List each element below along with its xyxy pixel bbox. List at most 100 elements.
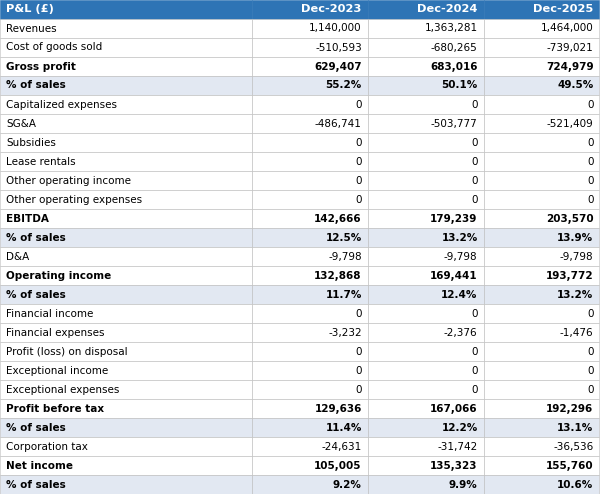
Text: 142,666: 142,666 bbox=[314, 213, 362, 223]
Text: % of sales: % of sales bbox=[6, 480, 66, 490]
Bar bbox=[368, 19, 484, 38]
Bar bbox=[484, 323, 599, 342]
Bar bbox=[484, 133, 599, 152]
Bar bbox=[0, 285, 252, 304]
Bar bbox=[368, 95, 484, 114]
Bar bbox=[0, 418, 252, 437]
Text: 192,296: 192,296 bbox=[546, 404, 593, 413]
Bar bbox=[484, 266, 599, 285]
Bar bbox=[484, 228, 599, 247]
Bar bbox=[252, 228, 368, 247]
Bar bbox=[484, 399, 599, 418]
Text: 0: 0 bbox=[587, 346, 593, 357]
Text: SG&A: SG&A bbox=[6, 119, 36, 128]
Bar bbox=[0, 57, 252, 76]
Text: 0: 0 bbox=[587, 384, 593, 395]
Text: 0: 0 bbox=[587, 175, 593, 186]
Text: 10.6%: 10.6% bbox=[557, 480, 593, 490]
Text: 1,140,000: 1,140,000 bbox=[309, 24, 362, 34]
Text: 0: 0 bbox=[355, 346, 362, 357]
Text: Financial income: Financial income bbox=[6, 308, 94, 319]
Bar bbox=[252, 19, 368, 38]
Bar bbox=[0, 190, 252, 209]
Text: 1,363,281: 1,363,281 bbox=[424, 24, 478, 34]
Text: % of sales: % of sales bbox=[6, 289, 66, 299]
Text: Net income: Net income bbox=[6, 460, 73, 470]
Bar bbox=[0, 437, 252, 456]
Bar bbox=[484, 437, 599, 456]
Text: 0: 0 bbox=[355, 99, 362, 110]
Text: -2,376: -2,376 bbox=[444, 328, 478, 337]
Bar bbox=[252, 304, 368, 323]
Bar bbox=[368, 228, 484, 247]
Bar bbox=[0, 171, 252, 190]
Text: 13.1%: 13.1% bbox=[557, 422, 593, 433]
Bar bbox=[484, 418, 599, 437]
Bar bbox=[368, 190, 484, 209]
Text: -36,536: -36,536 bbox=[553, 442, 593, 452]
Bar bbox=[252, 418, 368, 437]
Bar bbox=[368, 266, 484, 285]
Text: -521,409: -521,409 bbox=[547, 119, 593, 128]
Text: Dec-2023: Dec-2023 bbox=[301, 4, 362, 14]
Text: 0: 0 bbox=[471, 384, 478, 395]
Text: D&A: D&A bbox=[6, 251, 29, 261]
Text: 55.2%: 55.2% bbox=[326, 81, 362, 90]
Bar bbox=[484, 38, 599, 57]
Text: -739,021: -739,021 bbox=[547, 42, 593, 52]
Text: 0: 0 bbox=[471, 99, 478, 110]
Text: 0: 0 bbox=[355, 384, 362, 395]
Text: 13.2%: 13.2% bbox=[442, 233, 478, 243]
Bar bbox=[368, 437, 484, 456]
Text: 203,570: 203,570 bbox=[546, 213, 593, 223]
Text: 105,005: 105,005 bbox=[314, 460, 362, 470]
Text: 0: 0 bbox=[355, 157, 362, 166]
Bar bbox=[484, 475, 599, 494]
Bar bbox=[0, 76, 252, 95]
Bar bbox=[368, 304, 484, 323]
Text: 0: 0 bbox=[587, 308, 593, 319]
Text: 0: 0 bbox=[587, 195, 593, 205]
Bar bbox=[484, 57, 599, 76]
Text: % of sales: % of sales bbox=[6, 233, 66, 243]
Bar bbox=[252, 475, 368, 494]
Bar bbox=[0, 209, 252, 228]
Bar bbox=[484, 19, 599, 38]
Bar bbox=[368, 361, 484, 380]
Bar bbox=[0, 247, 252, 266]
Text: 0: 0 bbox=[471, 137, 478, 148]
Text: 11.4%: 11.4% bbox=[325, 422, 362, 433]
Text: Operating income: Operating income bbox=[6, 271, 111, 281]
Text: 0: 0 bbox=[471, 366, 478, 375]
Text: -486,741: -486,741 bbox=[315, 119, 362, 128]
Text: Other operating expenses: Other operating expenses bbox=[6, 195, 142, 205]
Bar bbox=[484, 0, 599, 19]
Text: 0: 0 bbox=[355, 195, 362, 205]
Text: Lease rentals: Lease rentals bbox=[6, 157, 76, 166]
Text: Capitalized expenses: Capitalized expenses bbox=[6, 99, 117, 110]
Text: 0: 0 bbox=[471, 175, 478, 186]
Bar bbox=[252, 285, 368, 304]
Bar bbox=[0, 114, 252, 133]
Bar bbox=[252, 266, 368, 285]
Bar bbox=[368, 418, 484, 437]
Text: Other operating income: Other operating income bbox=[6, 175, 131, 186]
Bar bbox=[0, 95, 252, 114]
Text: 179,239: 179,239 bbox=[430, 213, 478, 223]
Text: 683,016: 683,016 bbox=[430, 61, 478, 72]
Text: -24,631: -24,631 bbox=[322, 442, 362, 452]
Bar bbox=[484, 95, 599, 114]
Bar bbox=[484, 76, 599, 95]
Bar bbox=[368, 456, 484, 475]
Text: 1,464,000: 1,464,000 bbox=[541, 24, 593, 34]
Bar bbox=[0, 304, 252, 323]
Text: 0: 0 bbox=[587, 137, 593, 148]
Bar bbox=[252, 114, 368, 133]
Bar bbox=[0, 266, 252, 285]
Text: 0: 0 bbox=[471, 195, 478, 205]
Text: 13.2%: 13.2% bbox=[557, 289, 593, 299]
Bar bbox=[368, 57, 484, 76]
Text: 0: 0 bbox=[471, 346, 478, 357]
Bar bbox=[484, 152, 599, 171]
Text: Subsidies: Subsidies bbox=[6, 137, 56, 148]
